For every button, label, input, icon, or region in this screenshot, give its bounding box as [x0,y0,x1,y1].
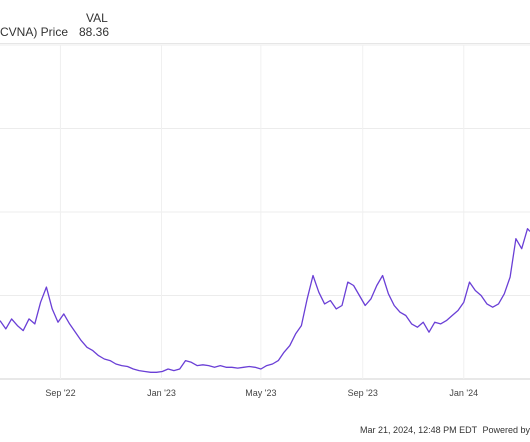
x-axis-ticks: Sep '22 Jan '23 May '23 Sep '23 Jan '24 [45,388,478,398]
legend-header: VAL [86,11,108,25]
footer-powered-by: Powered by [482,425,530,435]
legend-value: 88.36 [79,25,110,39]
x-tick-label: May '23 [245,388,276,398]
legend-divider [0,43,530,44]
chart-footer: Mar 21, 2024, 12:48 PM EDT Powered by [357,425,530,435]
legend-series-name: CVNA) Price [0,25,69,39]
price-line [0,228,530,373]
x-tick-label: Jan '24 [449,388,478,398]
chart-grid [0,44,530,380]
price-chart: Sep '22 Jan '23 May '23 Sep '23 Jan '24 [0,44,530,398]
footer-timestamp: Mar 21, 2024, 12:48 PM EDT [360,425,477,435]
x-tick-label: Sep '23 [348,388,378,398]
x-tick-label: Jan '23 [147,388,176,398]
x-tick-label: Sep '22 [45,388,75,398]
